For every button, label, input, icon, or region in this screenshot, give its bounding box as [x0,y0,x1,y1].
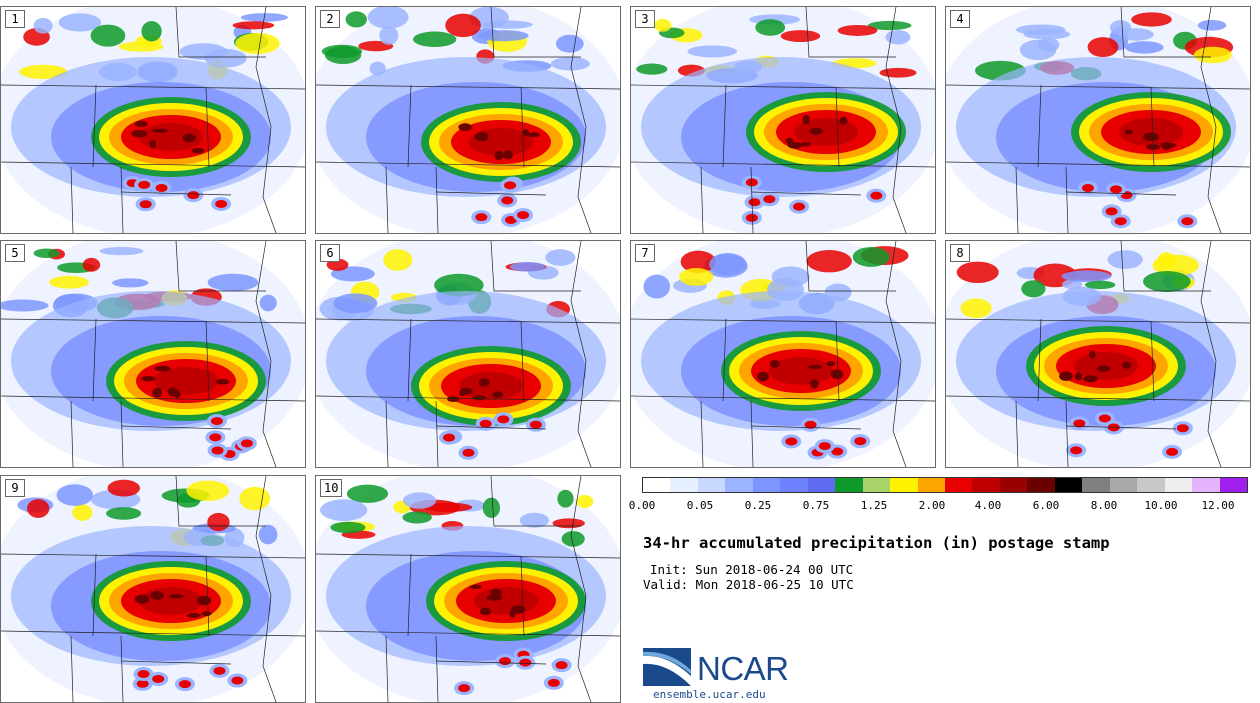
precip-map [1,476,305,702]
colorbar-tick-label: 12.00 [1201,499,1235,512]
colorbar-swatch [697,478,726,492]
member-label: 7 [635,244,655,262]
member-label: 9 [5,479,25,497]
colorbar-tick-label: 10.00 [1144,499,1178,512]
colorbar-swatch [643,478,671,492]
colorbar-swatches [642,477,1248,493]
colorbar-tick-label: 8.00 [1090,499,1118,512]
stamp-panel-7: 7 [630,240,936,468]
precip-map [1,241,305,467]
stamp-panel-5: 5 [0,240,306,468]
colorbar-tick-label: 0.75 [802,499,830,512]
precip-map [316,476,620,702]
member-label: 1 [5,10,25,28]
colorbar-swatch [725,478,753,492]
figure-title: 34-hr accumulated precipitation (in) pos… [643,534,1110,552]
member-label: 3 [635,10,655,28]
colorbar-swatch [999,478,1028,492]
colorbar-swatch [862,478,891,492]
colorbar-swatch [917,478,945,492]
logo-wordmark: NCAR [697,650,789,687]
init-time: Init: Sun 2018-06-24 00 UTC [650,562,854,577]
stamp-panel-10: 10 [315,475,621,703]
colorbar-swatch [780,478,808,492]
colorbar-swatch [807,478,836,492]
colorbar-swatch [835,478,863,492]
precip-map [316,7,620,233]
colorbar-swatch [1027,478,1055,492]
colorbar-swatch [1109,478,1138,492]
precip-map [1,7,305,233]
member-label: 2 [320,10,340,28]
colorbar-tick-label: 1.25 [860,499,888,512]
stamp-panel-9: 9 [0,475,306,703]
colorbar-tick-label: 0.05 [686,499,714,512]
colorbar-swatch [752,478,781,492]
colorbar-tick-label: 2.00 [918,499,946,512]
stamp-panel-3: 3 [630,6,936,234]
colorbar-swatch [1054,478,1083,492]
colorbar-tick-label: 6.00 [1032,499,1060,512]
stamp-panel-8: 8 [945,240,1251,468]
colorbar-tick-label: 0.25 [744,499,772,512]
precip-map [631,241,935,467]
precip-map [316,241,620,467]
member-label: 5 [5,244,25,262]
colorbar-swatch [1082,478,1110,492]
ncar-logo: NCAR [643,646,803,690]
member-label: 10 [320,479,343,497]
stamp-panel-6: 6 [315,240,621,468]
member-label: 8 [950,244,970,262]
ncar-logo-icon [643,648,691,686]
colorbar-tick-label: 4.00 [974,499,1002,512]
colorbar-swatch [1219,478,1247,492]
colorbar: 0.00 0.05 0.25 0.75 1.25 2.00 4.00 6.00 … [629,477,1248,517]
logo-url: ensemble.ucar.edu [653,688,766,701]
colorbar-swatch [1192,478,1220,492]
stamp-panel-2: 2 [315,6,621,234]
valid-time: Valid: Mon 2018-06-25 10 UTC [643,577,854,592]
precip-map [946,7,1250,233]
stamp-panel-1: 1 [0,6,306,234]
colorbar-swatch [1137,478,1165,492]
precip-map [631,7,935,233]
colorbar-tick-label: 0.00 [628,499,656,512]
stamp-panel-4: 4 [945,6,1251,234]
colorbar-swatch [890,478,918,492]
member-label: 4 [950,10,970,28]
member-label: 6 [320,244,340,262]
precip-map [946,241,1250,467]
colorbar-swatch [972,478,1000,492]
colorbar-swatch [944,478,973,492]
colorbar-swatch [670,478,698,492]
colorbar-swatch [1164,478,1193,492]
